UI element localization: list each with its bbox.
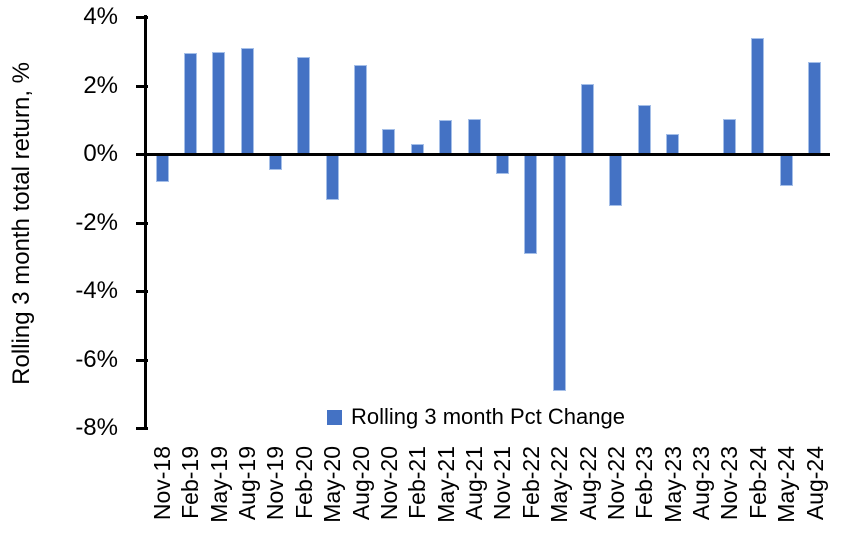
legend: Rolling 3 month Pct Change (327, 404, 625, 430)
x-tick-label: Feb-23 (631, 446, 657, 519)
x-tick-label: Feb-22 (518, 446, 544, 519)
y-tick-mark (136, 359, 148, 362)
legend-swatch (327, 409, 342, 425)
bar (468, 119, 481, 155)
bar (354, 65, 367, 154)
x-tick-label: Feb-19 (177, 446, 203, 519)
bar (184, 53, 197, 154)
y-tick-label: 2% (83, 72, 118, 99)
x-tick-label: Aug-24 (802, 446, 828, 521)
y-tick-mark (136, 222, 148, 225)
x-tick-label: May-22 (546, 446, 572, 523)
x-tick-label: Nov-22 (603, 446, 629, 521)
x-tick-label: May-19 (206, 446, 232, 523)
y-tick-mark (136, 16, 148, 19)
bar (780, 155, 793, 186)
bar (269, 155, 282, 170)
y-tick-label: -8% (75, 414, 118, 441)
y-tick-label: -6% (75, 346, 118, 373)
x-tick-label: May-20 (319, 446, 345, 523)
bar (326, 155, 339, 200)
x-tick-label: Nov-20 (376, 446, 402, 521)
bar (553, 155, 566, 391)
x-tick-label: Aug-19 (234, 446, 260, 521)
bar (723, 119, 736, 155)
bar (524, 155, 537, 254)
x-tick-label: Nov-18 (149, 446, 175, 521)
x-tick-label: Aug-22 (575, 446, 601, 521)
bar (638, 105, 651, 155)
y-tick-mark (136, 290, 148, 293)
y-tick-label: 4% (83, 3, 118, 30)
bar (439, 120, 452, 154)
y-tick-label: -4% (75, 277, 118, 304)
y-tick-mark (136, 85, 148, 88)
x-tick-label: Feb-24 (745, 446, 771, 519)
bar (496, 155, 509, 174)
x-tick-label: Nov-23 (716, 446, 742, 521)
bar (666, 134, 679, 155)
x-tick-label: Nov-21 (489, 446, 515, 521)
bar (156, 155, 169, 182)
x-tick-label: May-23 (660, 446, 686, 523)
legend-label: Rolling 3 month Pct Change (351, 404, 625, 429)
x-tick-label: Aug-21 (461, 446, 487, 521)
bar (751, 38, 764, 154)
bar (581, 84, 594, 154)
x-tick-label: May-21 (433, 446, 459, 523)
bar (382, 129, 395, 155)
y-tick-label: 0% (83, 140, 118, 167)
x-tick-label: Feb-20 (291, 446, 317, 519)
bar (212, 52, 225, 155)
bar (297, 57, 310, 155)
bar (241, 48, 254, 154)
y-axis-line (144, 15, 147, 430)
x-tick-label: Feb-21 (404, 446, 430, 519)
y-tick-mark (136, 427, 148, 430)
x-tick-label: May-24 (773, 446, 799, 523)
bar (609, 155, 622, 206)
bar (808, 62, 821, 154)
x-tick-label: Nov-19 (262, 446, 288, 521)
zero-baseline (144, 153, 830, 156)
y-tick-mark (136, 153, 148, 156)
x-tick-label: Aug-20 (348, 446, 374, 521)
y-tick-label: -2% (75, 209, 118, 236)
x-tick-label: Aug-23 (688, 446, 714, 521)
